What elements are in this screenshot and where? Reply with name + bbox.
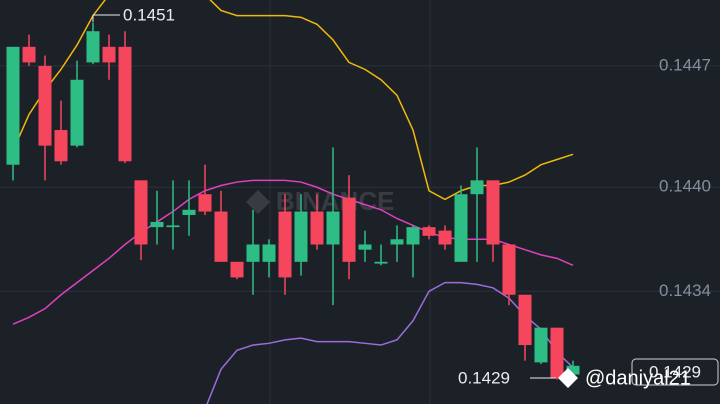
watermark-logo [246,190,270,214]
candle-body [118,46,132,162]
candle-body [230,261,244,278]
candle-body [150,221,164,228]
candle-body [390,239,404,245]
candle-body [246,244,260,262]
high-label: 0.1451 [123,5,175,24]
candle-body [70,79,84,146]
candle-body [6,46,20,165]
candle-body [518,294,532,346]
candle-body [358,244,372,250]
candle-body [198,194,212,212]
candle-body [38,65,52,146]
y-tick-label: 0.1447 [659,55,711,74]
candle-body [262,244,276,262]
candle-body [566,365,580,375]
candle-body [166,225,180,228]
candle-body [54,130,68,162]
candle-body [374,261,388,264]
price-tag-box [631,358,719,386]
y-tick-label: 0.1434 [659,281,711,300]
candle-body [326,211,340,245]
watermark: BINANCE [276,186,394,216]
credit-logo [558,368,578,388]
candle-body [294,211,308,262]
candle-body [102,46,116,63]
candle-body [454,194,468,262]
candle-body [470,180,484,195]
y-tick-label: 0.1440 [659,177,711,196]
low-label: 0.1429 [458,368,510,387]
credit: @daniyal21 [585,367,691,389]
candle-body [22,46,36,63]
candle-body [86,31,100,63]
candle-body [214,211,228,262]
band-line [206,281,574,404]
candle-body [422,227,436,236]
candle-body [438,230,452,245]
candle-body [342,197,356,262]
candle-body [310,211,324,245]
y-axis: 0.1447 0.1440 0.1434 0.1427 [659,55,711,404]
candles [6,22,580,380]
candle-body [550,327,564,378]
candle-body [134,180,148,245]
candle-body [278,211,292,278]
candle-body [182,209,196,216]
candle-body [486,180,500,245]
price-tag: 0.1429 [649,362,701,381]
candle-body [502,244,516,295]
band-line [12,179,574,325]
y-tick-label: 0.1427 [659,402,711,404]
watermark-group: BINANCE [246,186,394,216]
candle-body [534,327,548,363]
candle-body [406,227,420,245]
